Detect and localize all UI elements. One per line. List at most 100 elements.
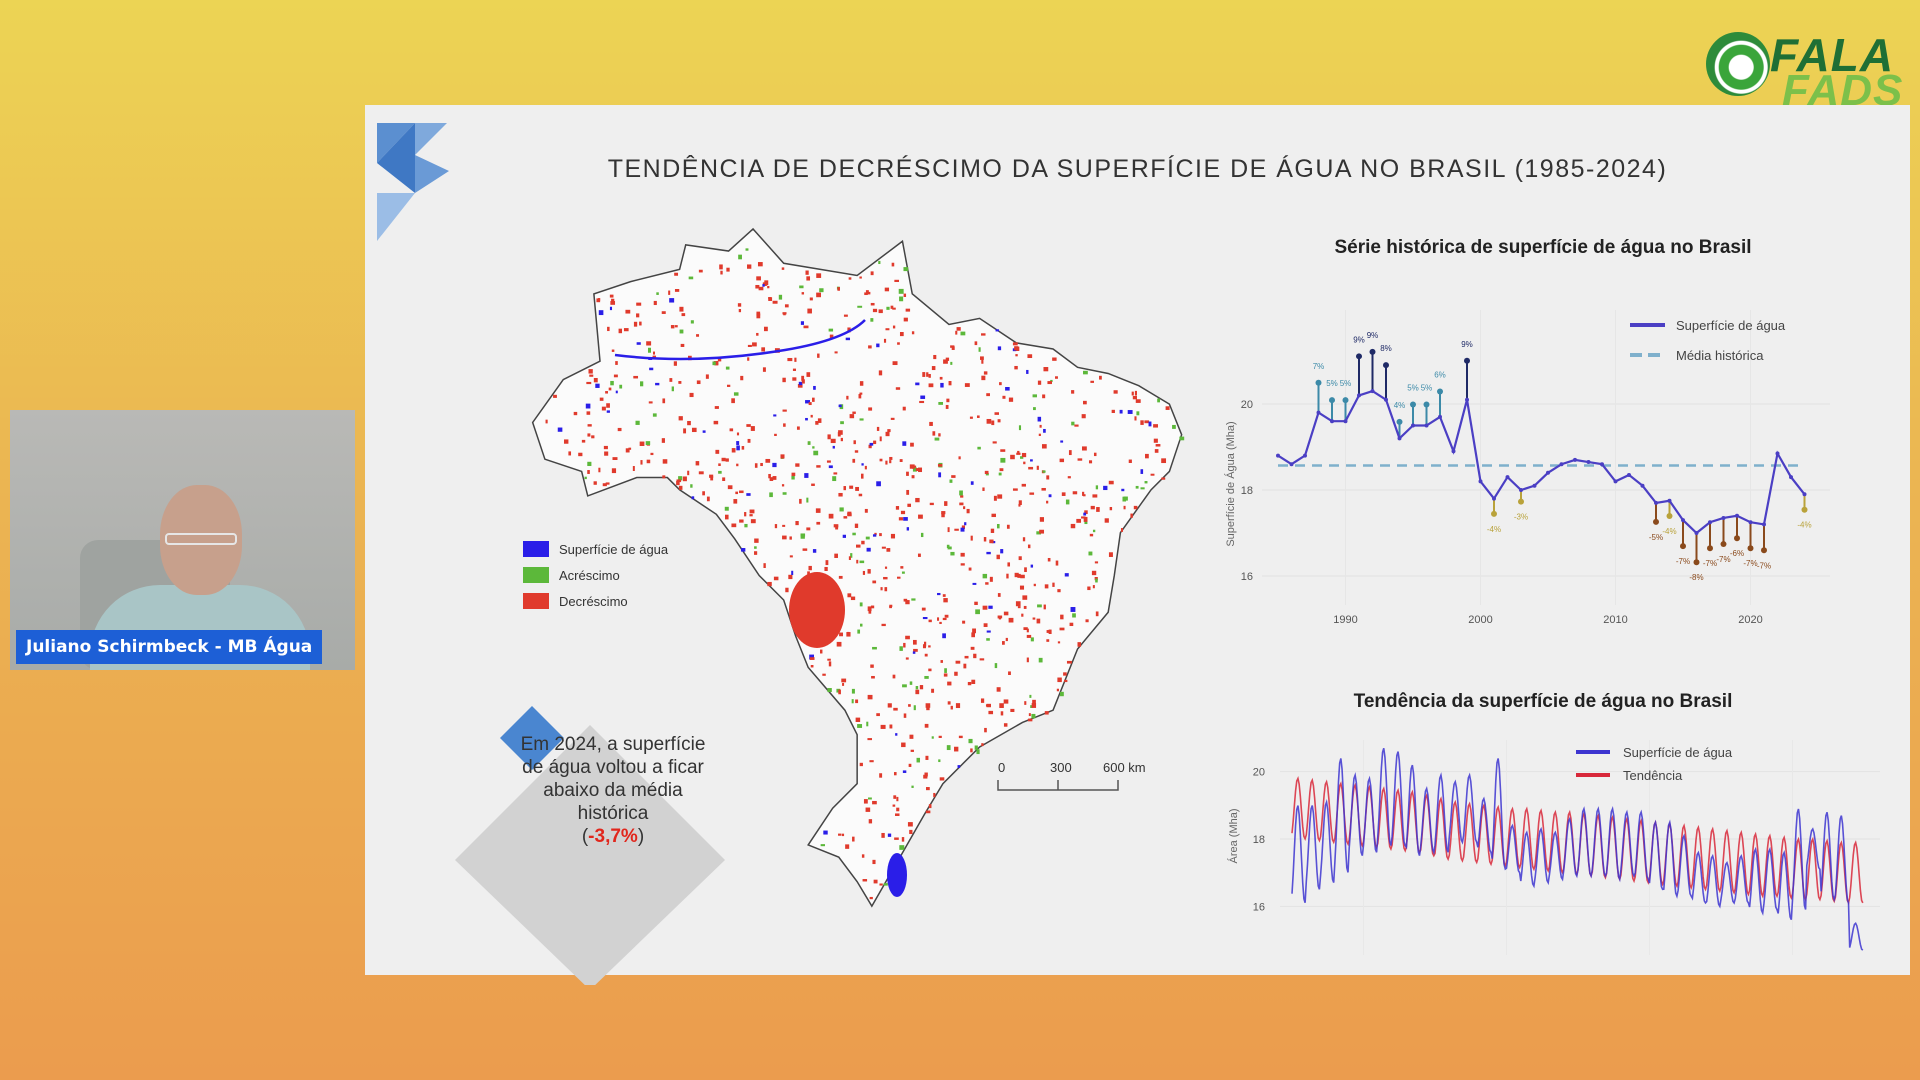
map-pixel (1092, 585, 1095, 589)
map-pixel (690, 320, 694, 324)
map-pixel (957, 765, 961, 768)
map-pixel (1046, 475, 1050, 480)
map-pixel (933, 792, 936, 798)
map-pixel (1022, 537, 1026, 542)
map-pixel (669, 378, 673, 382)
map-pixel (981, 375, 986, 381)
map-pixel (855, 699, 859, 704)
map-pixel (928, 668, 932, 672)
map-pixel (973, 653, 977, 659)
map-pixel (1144, 481, 1148, 484)
map-pixel (924, 675, 929, 679)
map-pixel (683, 428, 687, 434)
map-pixel (986, 551, 991, 555)
map-pixel (781, 484, 785, 487)
chart1: 16 18 20 1990 2000 2010 2020 Superfície de Água… (1224, 310, 1830, 626)
map-pixel (861, 854, 865, 858)
map-pixel (872, 308, 878, 313)
map-pixel (606, 410, 610, 413)
map-pixel (1055, 560, 1059, 566)
map-pixel (991, 420, 995, 426)
map-pixel (997, 593, 1001, 597)
map-pixel (1026, 369, 1029, 374)
map-pixel (922, 372, 926, 377)
map-pixel (763, 563, 766, 568)
amazon-river (614, 319, 866, 361)
map-pixel (810, 665, 814, 668)
map-pixel (1000, 457, 1006, 463)
map-pixel (945, 357, 950, 361)
map-pixel (646, 459, 651, 464)
map-pixel (1085, 619, 1089, 623)
map-pixel (794, 357, 797, 362)
map-pixel (1083, 400, 1087, 405)
percent-label: -6% (1730, 549, 1744, 558)
map-pixel (1006, 524, 1010, 529)
map-pixel (1083, 516, 1088, 522)
map-pixel (557, 427, 563, 432)
map-pixel (986, 393, 990, 397)
data-point (1573, 457, 1577, 462)
map-pixel (1028, 466, 1034, 470)
map-pixel (1046, 639, 1050, 642)
map-pixel (1002, 641, 1005, 645)
map-pixel (997, 615, 1003, 619)
map-pixel (897, 342, 900, 345)
map-pixel (1057, 677, 1062, 683)
map-pixel (1081, 516, 1086, 519)
map-pixel (890, 533, 896, 539)
map-pixel (605, 391, 609, 394)
map-pixel (756, 332, 759, 336)
map-pixel (924, 653, 928, 657)
map-pixel (1027, 718, 1033, 722)
map-pixel (585, 403, 591, 409)
map-pixel (1043, 428, 1046, 433)
map-pixel (1153, 424, 1159, 428)
map-pixel (639, 441, 645, 446)
map-pixel (772, 300, 778, 304)
map-pixel (1005, 637, 1008, 642)
map-pixel (1069, 622, 1074, 627)
map-pixel (1046, 630, 1052, 633)
map-pixel (611, 468, 617, 474)
map-pixel (754, 463, 758, 468)
map-pixel (867, 606, 872, 612)
map-pixel (892, 361, 898, 366)
map-pixel (959, 490, 963, 496)
map-pixel (1109, 506, 1113, 511)
percent-label: 4% (1394, 401, 1406, 410)
map-pixel (1030, 564, 1034, 568)
lagoa-dos-patos (887, 853, 907, 897)
map-pixel (970, 535, 973, 541)
map-pixel (889, 460, 892, 464)
map-pixel (899, 845, 905, 850)
map-pixel (652, 413, 657, 417)
map-pixel (635, 420, 640, 425)
map-pixel (922, 617, 928, 620)
map-pixel (923, 641, 927, 647)
map-pixel (746, 424, 751, 427)
map-pixel (1018, 503, 1021, 507)
map-pixel (739, 519, 744, 523)
map-pixel (678, 416, 683, 421)
map-pixel (645, 441, 651, 446)
map-pixel (994, 663, 998, 669)
map-pixel (870, 664, 874, 668)
map-pixel (668, 290, 671, 295)
map-pixel (789, 555, 793, 558)
data-point (1397, 436, 1402, 441)
map-pixel (991, 513, 996, 518)
data-point (1316, 410, 1321, 415)
map-pixel (610, 380, 614, 386)
map-pixel (782, 524, 786, 527)
map-pixel (867, 569, 871, 574)
map-pixel (892, 307, 896, 310)
map-pixel (773, 576, 779, 581)
map-pixel (884, 587, 888, 592)
map-pixel (593, 481, 597, 485)
percent-label: 9% (1353, 335, 1365, 344)
map-pixel (910, 749, 914, 752)
map-pixel (729, 428, 734, 432)
map-pixel (739, 490, 744, 494)
map-pixel (725, 458, 729, 462)
